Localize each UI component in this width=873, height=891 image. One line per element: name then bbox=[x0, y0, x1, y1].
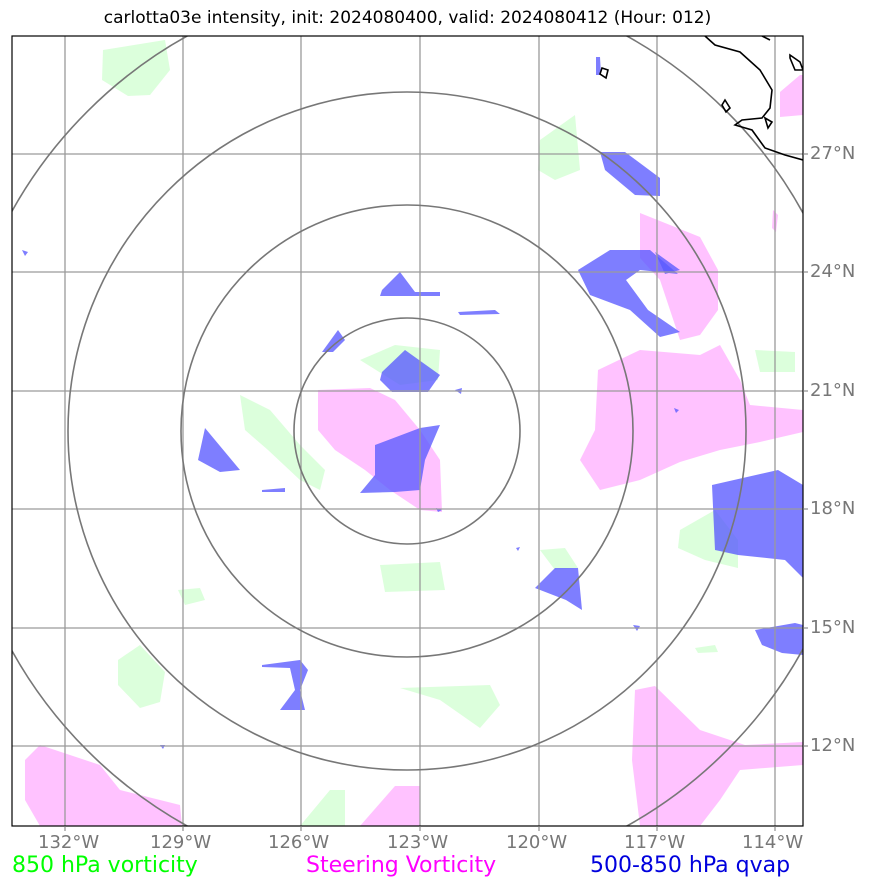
lon-label-129w: 129°W bbox=[150, 832, 212, 853]
lon-label-114w: 114°W bbox=[742, 832, 804, 853]
lon-label-132w: 132°W bbox=[38, 832, 100, 853]
map-frame bbox=[11, 35, 804, 827]
legend-steering-vorticity: Steering Vorticity bbox=[306, 853, 497, 878]
graticule bbox=[12, 36, 803, 826]
axis-ticks bbox=[64, 153, 808, 831]
range-rings bbox=[12, 36, 803, 826]
lat-label-21n: 21°N bbox=[810, 380, 856, 401]
lon-label-126w: 126°W bbox=[268, 832, 330, 853]
coastline bbox=[599, 36, 803, 161]
lon-label-123w: 123°W bbox=[387, 832, 449, 853]
lat-label-18n: 18°N bbox=[810, 498, 856, 519]
plot-title: carlotta03e intensity, init: 2024080400,… bbox=[103, 8, 712, 28]
legend-qvap: 500-850 hPa qvap bbox=[590, 853, 791, 878]
lat-label-12n: 12°N bbox=[810, 735, 856, 756]
lon-label-120w: 120°W bbox=[506, 832, 568, 853]
legend-850-vorticity: 850 hPa vorticity bbox=[12, 853, 198, 878]
lat-label-27n: 27°N bbox=[810, 143, 856, 164]
qvap-fills bbox=[22, 57, 803, 749]
lon-label-117w: 117°W bbox=[624, 832, 686, 853]
lat-label-24n: 24°N bbox=[810, 261, 856, 282]
lat-label-15n: 15°N bbox=[810, 617, 856, 638]
